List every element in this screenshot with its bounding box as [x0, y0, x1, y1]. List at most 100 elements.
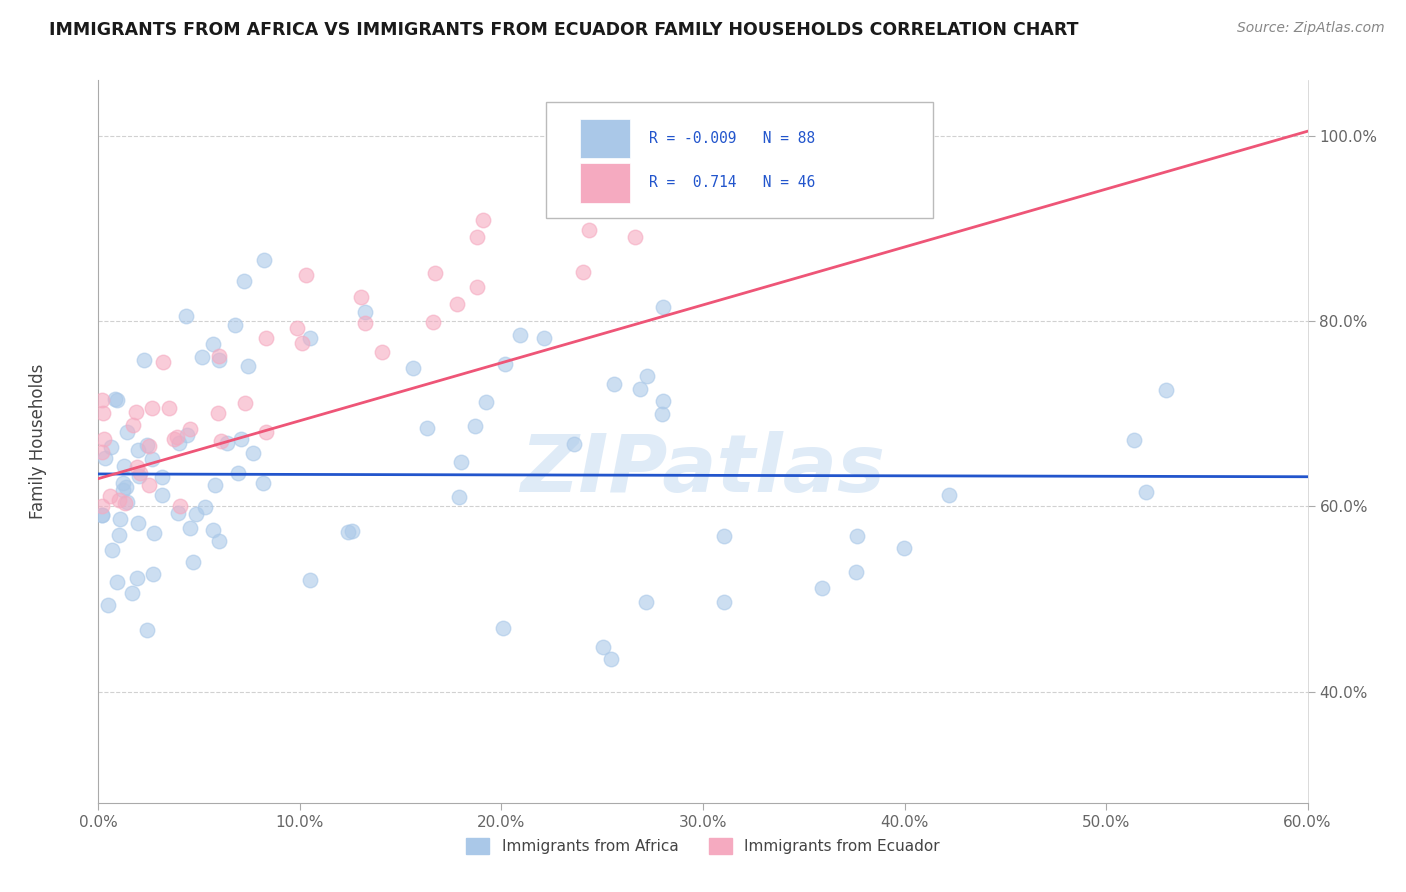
Point [143, 526, 166, 541]
Point [104, 392, 127, 407]
Point [201, 524, 224, 538]
Point [91, 445, 114, 459]
Point [464, 419, 486, 434]
Point [1154, 384, 1177, 398]
Point [1123, 433, 1146, 447]
Point [713, 529, 735, 543]
Point [471, 212, 494, 227]
Point [533, 331, 555, 345]
Point [233, 396, 256, 410]
Point [509, 328, 531, 343]
Point [122, 417, 145, 432]
Point [402, 361, 425, 376]
Point [572, 265, 595, 279]
Point [811, 581, 834, 595]
Text: Source: ZipAtlas.com: Source: ZipAtlas.com [1237, 21, 1385, 36]
Point [416, 421, 439, 435]
Point [174, 310, 197, 324]
Point [354, 304, 377, 318]
Point [166, 430, 188, 444]
Point [93, 406, 115, 420]
Point [217, 435, 239, 450]
Point [336, 524, 359, 539]
Point [285, 321, 308, 335]
Point [634, 595, 657, 609]
Point [128, 467, 150, 481]
Point [295, 268, 318, 282]
Point [492, 621, 515, 635]
Point [603, 376, 626, 391]
FancyBboxPatch shape [546, 102, 932, 218]
Point [97, 599, 120, 613]
Point [713, 595, 735, 609]
Point [110, 511, 132, 525]
Point [350, 290, 373, 304]
Point [150, 488, 173, 502]
Point [298, 573, 321, 587]
Point [845, 529, 868, 543]
Point [446, 296, 468, 310]
Point [186, 508, 208, 522]
Point [422, 315, 444, 329]
Point [166, 507, 188, 521]
Point [242, 446, 264, 460]
Point [651, 407, 673, 421]
Point [207, 406, 229, 420]
Point [141, 452, 163, 467]
Point [423, 266, 446, 280]
Point [893, 541, 915, 555]
Point [179, 520, 201, 534]
Point [1135, 484, 1157, 499]
Point [938, 488, 960, 502]
Point [167, 435, 190, 450]
Point [107, 528, 129, 542]
Point [651, 300, 673, 314]
Point [105, 392, 128, 407]
Point [125, 405, 148, 419]
Point [652, 394, 675, 409]
Legend: Immigrants from Africa, Immigrants from Ecuador: Immigrants from Africa, Immigrants from … [460, 832, 946, 860]
Point [111, 483, 134, 498]
Point [132, 352, 155, 367]
Point [100, 543, 122, 558]
Point [578, 223, 600, 237]
Point [91, 508, 114, 522]
Point [128, 469, 150, 483]
Point [152, 355, 174, 369]
Point [254, 331, 277, 345]
Point [91, 392, 114, 407]
Point [209, 434, 232, 448]
Point [114, 496, 136, 510]
Point [100, 440, 122, 454]
FancyBboxPatch shape [579, 163, 630, 203]
Point [592, 640, 614, 654]
Point [176, 428, 198, 442]
Point [179, 421, 201, 435]
Point [108, 493, 131, 508]
Point [125, 571, 148, 585]
Point [475, 394, 498, 409]
Point [845, 565, 868, 579]
Point [121, 586, 143, 600]
Point [494, 357, 516, 371]
Point [112, 476, 135, 491]
Point [299, 331, 322, 345]
Text: R =  0.714   N = 46: R = 0.714 N = 46 [648, 176, 815, 190]
Point [252, 476, 274, 491]
Point [141, 401, 163, 416]
Text: Family Households: Family Households [30, 364, 46, 519]
Point [238, 359, 260, 374]
Point [202, 337, 225, 351]
Point [135, 623, 157, 637]
Point [226, 466, 249, 480]
Text: IMMIGRANTS FROM AFRICA VS IMMIGRANTS FROM ECUADOR FAMILY HOUSEHOLDS CORRELATION : IMMIGRANTS FROM AFRICA VS IMMIGRANTS FRO… [49, 21, 1078, 39]
Point [112, 458, 135, 473]
Point [465, 279, 488, 293]
Point [138, 439, 160, 453]
Point [628, 382, 651, 396]
Point [91, 508, 114, 523]
Point [636, 368, 658, 383]
Point [157, 401, 180, 415]
FancyBboxPatch shape [579, 119, 630, 158]
Point [233, 273, 256, 287]
